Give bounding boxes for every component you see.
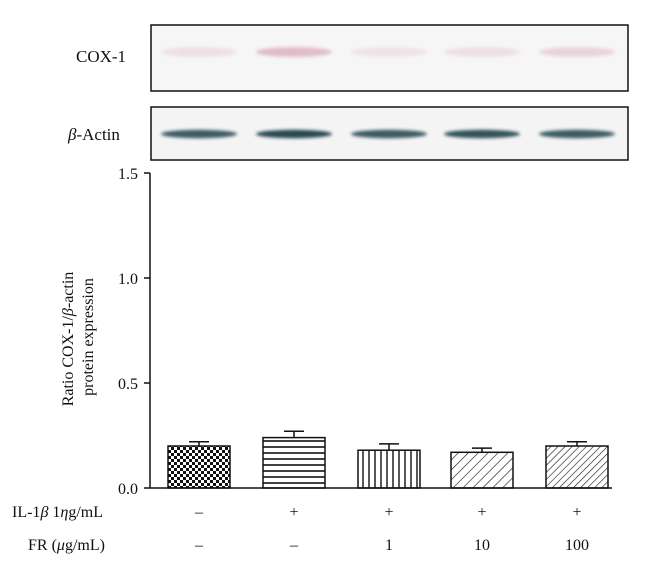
- actin-bands: [161, 129, 615, 139]
- condition-value: –: [289, 537, 299, 554]
- condition-value: –: [194, 537, 204, 554]
- bar-3: [357, 449, 421, 489]
- actin-band-1: [161, 129, 237, 139]
- bar-chart: 0.0 0.5 1.0 1.5 Ratio COX-1/β-actin protein…: [60, 166, 612, 498]
- cox1-band-3: [351, 47, 427, 57]
- actin-band-2: [256, 129, 332, 139]
- cox1-bands: [161, 47, 615, 57]
- actin-band-5: [539, 129, 615, 139]
- actin-band-3: [351, 129, 427, 139]
- condition-value: –: [194, 504, 204, 521]
- condition-value: +: [477, 504, 486, 521]
- condition-value: +: [289, 504, 298, 521]
- bar-1: [167, 445, 231, 489]
- y-tick-label: 0.5: [118, 376, 138, 393]
- cox1-blot-label: COX-1: [76, 47, 126, 66]
- cox1-band-1: [161, 47, 237, 57]
- actin-band-4: [444, 129, 520, 139]
- cox1-band-5: [539, 47, 615, 57]
- condition-table: IL-1β 1ηg/mL FR (μg/mL) – + + + + – – 1 10 100: [12, 504, 589, 554]
- actin-blot-panel: β-Actin: [67, 106, 629, 161]
- condition-value: 100: [565, 537, 589, 554]
- cox1-band-2: [256, 47, 332, 57]
- condition-values: – + + + + – – 1 10 100: [194, 504, 589, 554]
- bar-4: [450, 451, 514, 489]
- y-axis-ticks: 0.0 0.5 1.0 1.5: [118, 166, 150, 498]
- il1b-row-label: IL-1β 1ηg/mL: [12, 504, 103, 521]
- condition-value: +: [384, 504, 393, 521]
- y-tick-label: 1.0: [118, 271, 138, 288]
- bars: [167, 430, 609, 489]
- actin-blot-label: β-Actin: [67, 125, 120, 144]
- y-tick-label: 1.5: [118, 166, 138, 183]
- cox1-blot-panel: COX-1: [76, 24, 629, 92]
- condition-value: 1: [385, 537, 393, 554]
- bar-5: [545, 445, 609, 489]
- condition-value: 10: [474, 537, 490, 554]
- y-tick-label: 0.0: [118, 481, 138, 498]
- y-axis-label: Ratio COX-1/β-actin protein expression: [60, 268, 97, 407]
- condition-value: +: [572, 504, 581, 521]
- bar-2: [262, 436, 326, 489]
- cox1-band-4: [444, 47, 520, 57]
- fr-row-label: FR (μg/mL): [28, 537, 105, 554]
- cox1-blot-frame: [150, 24, 629, 92]
